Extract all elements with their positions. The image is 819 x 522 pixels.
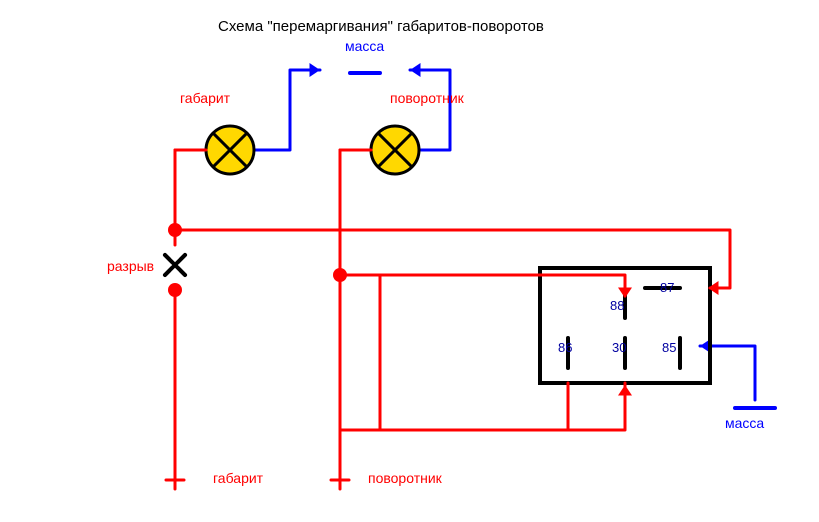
label-gabarit-bottom: габарит (213, 470, 263, 486)
relay-pin-86: 86 (558, 340, 572, 355)
label-povorotnik-bottom: поворотник (368, 470, 442, 486)
label-razryv: разрыв (107, 258, 154, 274)
label-mass-top: масса (345, 38, 384, 54)
label-gabarit-top: габарит (180, 90, 230, 106)
diagram-title: Схема "перемаргивания" габаритов-поворот… (218, 18, 544, 35)
label-mass-bottom: масса (725, 415, 764, 431)
relay-pin-88: 88 (610, 298, 624, 313)
relay-pin-85: 85 (662, 340, 676, 355)
relay-pin-87: 87 (660, 280, 674, 295)
relay-pin-30: 30 (612, 340, 626, 355)
label-povorotnik-top: поворотник (390, 90, 464, 106)
